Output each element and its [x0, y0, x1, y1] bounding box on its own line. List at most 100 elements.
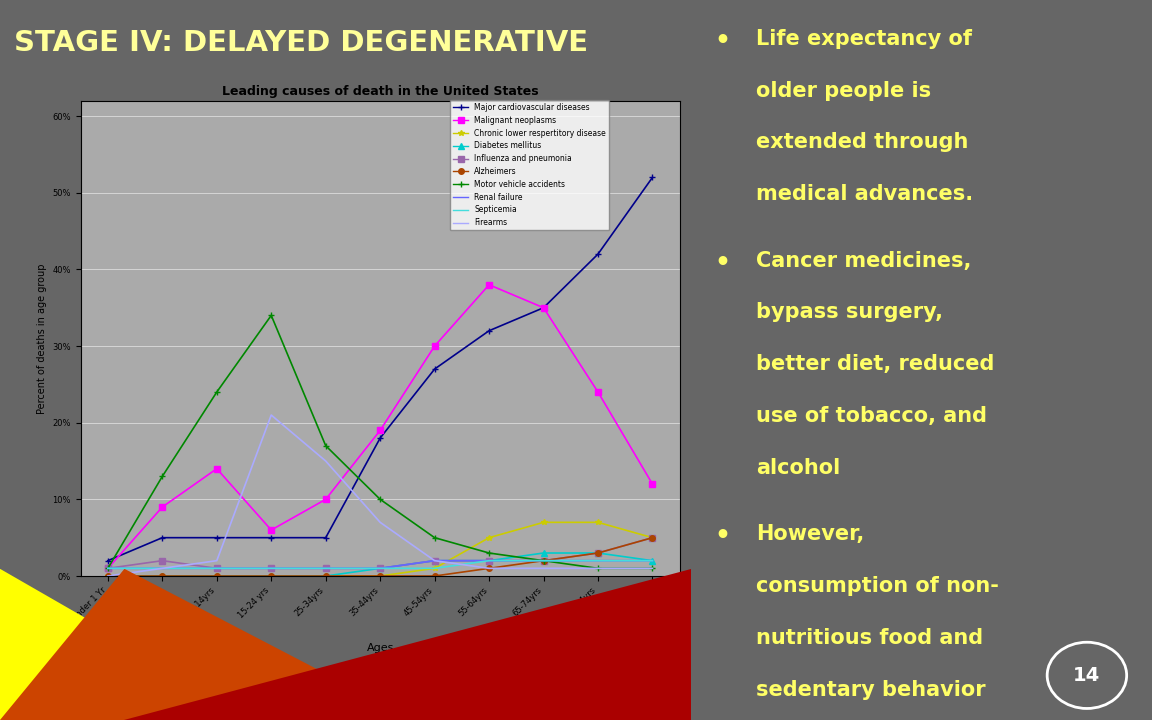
Renal failure [210, 564, 223, 572]
Diabetes mellitus [483, 557, 497, 565]
Malignant neoplasms [427, 342, 441, 351]
Renal failure [645, 557, 659, 565]
Influenza and pneumonia [645, 534, 659, 542]
Diabetes mellitus [264, 572, 278, 580]
Diabetes mellitus [427, 557, 441, 565]
Motor vehicle accidents [319, 441, 333, 450]
Major cardiovascular diseases [537, 303, 551, 312]
Chronic lower respertitory disease [537, 518, 551, 526]
Motor vehicle accidents [483, 549, 497, 557]
Alzheimers [373, 572, 387, 580]
Influenza and pneumonia [537, 557, 551, 565]
Major cardiovascular diseases [319, 534, 333, 542]
Motor vehicle accidents [427, 534, 441, 542]
Line: Renal failure: Renal failure [108, 561, 652, 568]
Influenza and pneumonia [483, 557, 497, 565]
Renal failure [156, 564, 169, 572]
Text: •: • [714, 524, 730, 548]
Malignant neoplasms [101, 564, 115, 572]
Diabetes mellitus [101, 572, 115, 580]
Major cardiovascular diseases [373, 433, 387, 442]
Major cardiovascular diseases [156, 534, 169, 542]
Text: 14: 14 [1074, 666, 1100, 685]
Septicemia [210, 564, 223, 572]
Text: STAGE IV: DELAYED DEGENERATIVE: STAGE IV: DELAYED DEGENERATIVE [14, 30, 589, 57]
X-axis label: Ages: Ages [366, 642, 394, 652]
Septicemia [264, 564, 278, 572]
Firearms [319, 456, 333, 465]
Polygon shape [0, 569, 415, 720]
Malignant neoplasms [264, 526, 278, 534]
Firearms [537, 564, 551, 572]
Septicemia [483, 557, 497, 565]
Line: Motor vehicle accidents: Motor vehicle accidents [105, 312, 655, 571]
Text: Life expectancy of: Life expectancy of [756, 29, 971, 49]
Line: Influenza and pneumonia: Influenza and pneumonia [105, 535, 655, 571]
Septicemia [101, 564, 115, 572]
Firearms [483, 564, 497, 572]
Chronic lower respertitory disease [156, 572, 169, 580]
Renal failure [319, 564, 333, 572]
Renal failure [264, 564, 278, 572]
Alzheimers [264, 572, 278, 580]
Major cardiovascular diseases [645, 173, 659, 181]
Line: Major cardiovascular diseases: Major cardiovascular diseases [105, 175, 655, 564]
Diabetes mellitus [537, 549, 551, 557]
Line: Septicemia: Septicemia [108, 561, 652, 568]
Chronic lower respertitory disease [210, 572, 223, 580]
Firearms [101, 572, 115, 580]
Major cardiovascular diseases [483, 326, 497, 335]
Chronic lower respertitory disease [319, 572, 333, 580]
Motor vehicle accidents [210, 388, 223, 397]
Motor vehicle accidents [591, 564, 605, 572]
Firearms [373, 518, 387, 526]
Alzheimers [427, 572, 441, 580]
Chronic lower respertitory disease [483, 534, 497, 542]
Chronic lower respertitory disease [373, 572, 387, 580]
Firearms [210, 557, 223, 565]
Diabetes mellitus [645, 557, 659, 565]
Renal failure [483, 557, 497, 565]
Text: bypass surgery,: bypass surgery, [756, 302, 942, 323]
Malignant neoplasms [483, 280, 497, 289]
Malignant neoplasms [591, 388, 605, 397]
Septicemia [645, 557, 659, 565]
Firearms [156, 564, 169, 572]
Text: alcohol: alcohol [756, 458, 840, 478]
Alzheimers [156, 572, 169, 580]
Text: medical advances.: medical advances. [756, 184, 972, 204]
Line: Diabetes mellitus: Diabetes mellitus [105, 550, 655, 579]
Major cardiovascular diseases [210, 534, 223, 542]
Malignant neoplasms [537, 303, 551, 312]
Text: Cancer medicines,: Cancer medicines, [756, 251, 971, 271]
Diabetes mellitus [319, 572, 333, 580]
Polygon shape [0, 569, 263, 720]
Alzheimers [210, 572, 223, 580]
Line: Chronic lower respertitory disease: Chronic lower respertitory disease [105, 520, 655, 579]
Alzheimers [645, 534, 659, 542]
Septicemia [427, 564, 441, 572]
Diabetes mellitus [210, 572, 223, 580]
Influenza and pneumonia [210, 564, 223, 572]
Text: better diet, reduced: better diet, reduced [756, 354, 994, 374]
Text: •: • [714, 251, 730, 274]
Influenza and pneumonia [319, 564, 333, 572]
Text: sedentary behavior: sedentary behavior [756, 680, 985, 700]
Renal failure [537, 557, 551, 565]
Text: nutritious food and: nutritious food and [756, 628, 983, 648]
Line: Alzheimers: Alzheimers [105, 535, 655, 579]
Firearms [264, 410, 278, 419]
Motor vehicle accidents [101, 564, 115, 572]
Firearms [591, 564, 605, 572]
Chronic lower respertitory disease [101, 572, 115, 580]
Motor vehicle accidents [156, 472, 169, 481]
Renal failure [101, 564, 115, 572]
Malignant neoplasms [156, 503, 169, 511]
Influenza and pneumonia [101, 564, 115, 572]
Text: However,: However, [756, 524, 864, 544]
Chronic lower respertitory disease [591, 518, 605, 526]
Major cardiovascular diseases [101, 557, 115, 565]
Text: consumption of non-: consumption of non- [756, 576, 999, 596]
Influenza and pneumonia [156, 557, 169, 565]
Chronic lower respertitory disease [645, 534, 659, 542]
